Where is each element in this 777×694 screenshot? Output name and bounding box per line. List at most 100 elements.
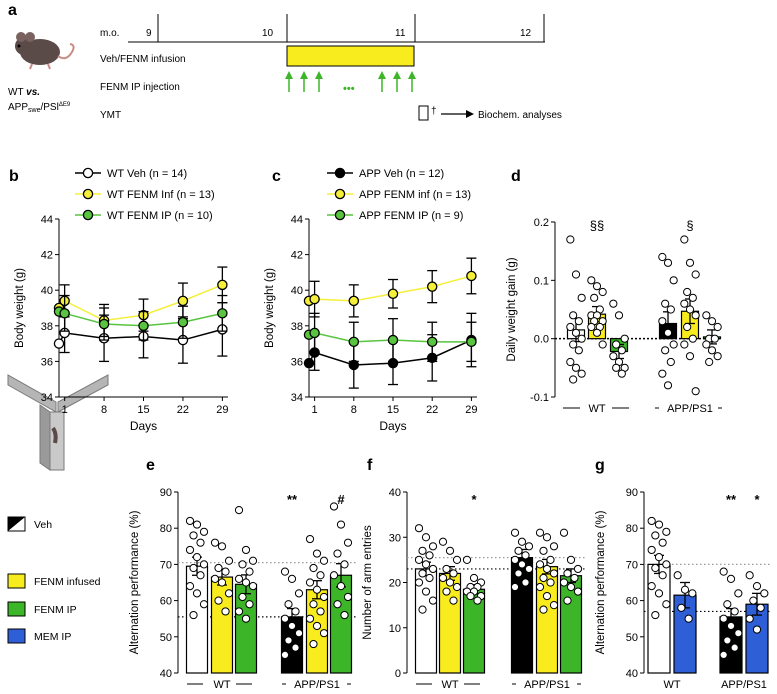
panel-b-chart: 34 36 38 40 42 44 Body weight (g) 1 8 15 22 29 Days W…: [14, 167, 228, 433]
panel-f-chart: 0 10 20 30 40 Number of arm entries * WT APP/PS1: [362, 487, 585, 691]
individual-point: [287, 621, 297, 631]
individual-point: [291, 607, 300, 616]
individual-point: [702, 340, 711, 349]
individual-point: [340, 560, 349, 569]
individual-point: [542, 533, 552, 542]
individual-point: [524, 542, 534, 551]
legend-item-mem-ip: MEM IP: [7, 628, 71, 644]
individual-point: [612, 363, 621, 372]
individual-point: [569, 375, 578, 384]
individual-point: [421, 560, 431, 569]
y-tick-label: 90: [626, 487, 638, 499]
individual-point: [316, 607, 325, 616]
individual-point: [723, 600, 732, 609]
individual-point: [517, 537, 527, 546]
individual-point: [284, 636, 293, 645]
individual-point: [245, 567, 254, 576]
y-tick-label: 34: [41, 392, 53, 404]
individual-point: [609, 299, 618, 308]
individual-point: [336, 520, 346, 529]
x-tick-label: 22: [426, 404, 438, 416]
individual-point: [661, 346, 670, 355]
individual-point: [713, 322, 722, 332]
individual-point: [685, 352, 695, 361]
x-axis-label: Days: [379, 419, 406, 433]
y-axis-label: Alternation performance (%): [595, 510, 607, 654]
individual-point: [539, 573, 548, 583]
significance-label: *: [471, 492, 477, 507]
individual-point: [707, 317, 717, 326]
individual-point: [663, 328, 673, 337]
individual-point: [702, 311, 711, 320]
ellipsis-dots: •••: [343, 83, 355, 95]
individual-point: [734, 629, 743, 638]
individual-point: [418, 605, 427, 614]
data-point: [387, 288, 399, 300]
row-label-ymt: YMT: [100, 110, 121, 121]
individual-point: [685, 258, 695, 267]
group-label: APP/PS1: [524, 679, 570, 691]
legend-item-fenm-ip: FENM IP: [7, 601, 77, 617]
individual-point: [449, 596, 458, 605]
infusion-bar: [286, 45, 415, 67]
individual-point: [661, 299, 670, 308]
individual-point: [462, 555, 472, 564]
x-tick-label: 15: [137, 404, 149, 416]
legend-swatch-yellow: [7, 573, 26, 589]
individual-point: [238, 592, 247, 602]
individual-point: [563, 596, 572, 605]
individual-point: [691, 270, 700, 279]
individual-point: [445, 578, 455, 587]
individual-point: [438, 573, 448, 583]
individual-point: [658, 538, 667, 547]
individual-point: [617, 346, 626, 355]
individual-point: [571, 328, 581, 337]
individual-point: [663, 258, 673, 267]
y-tick-label: 34: [291, 392, 303, 404]
individual-point: [248, 582, 258, 591]
individual-point: [669, 340, 678, 349]
individual-point: [199, 560, 209, 569]
individual-point: [442, 587, 451, 596]
legend-marker: [334, 209, 346, 221]
y-tick-label: 44: [41, 214, 53, 226]
individual-point: [571, 270, 581, 279]
y-tick-label: 40: [160, 668, 172, 680]
individual-point: [280, 567, 290, 576]
individual-point: [414, 555, 424, 564]
individual-point: [587, 276, 596, 285]
individual-point: [612, 340, 621, 349]
legend-swatch-blue: [7, 628, 26, 644]
individual-point: [577, 369, 586, 378]
individual-point: [542, 591, 552, 601]
individual-point: [214, 563, 223, 573]
individual-point: [598, 287, 607, 297]
individual-point: [514, 569, 523, 578]
individual-point: [684, 614, 693, 623]
individual-point: [329, 571, 339, 580]
individual-point: [577, 334, 586, 343]
individual-point: [546, 555, 555, 564]
individual-point: [280, 650, 290, 660]
individual-point: [333, 549, 342, 558]
individual-point: [452, 582, 462, 592]
individual-point: [238, 560, 247, 569]
legend-label: MEM IP: [34, 631, 71, 643]
individual-point: [316, 571, 325, 580]
y-tick-label: -0.1: [530, 392, 549, 404]
individual-point: [287, 574, 297, 583]
individual-point: [647, 545, 656, 555]
panel-c-letter: c: [272, 168, 281, 185]
individual-point: [662, 600, 671, 609]
individual-point: [752, 582, 762, 591]
individual-point: [343, 538, 353, 547]
individual-point: [421, 533, 431, 542]
y-tick-label: 42: [291, 250, 303, 262]
y-tick-label: 0.2: [534, 217, 549, 229]
timeline-label: m.o.: [100, 28, 119, 39]
individual-point: [309, 639, 318, 649]
individual-point: [294, 629, 304, 638]
individual-point: [224, 589, 234, 598]
individual-point: [196, 538, 205, 547]
individual-point: [445, 546, 455, 555]
